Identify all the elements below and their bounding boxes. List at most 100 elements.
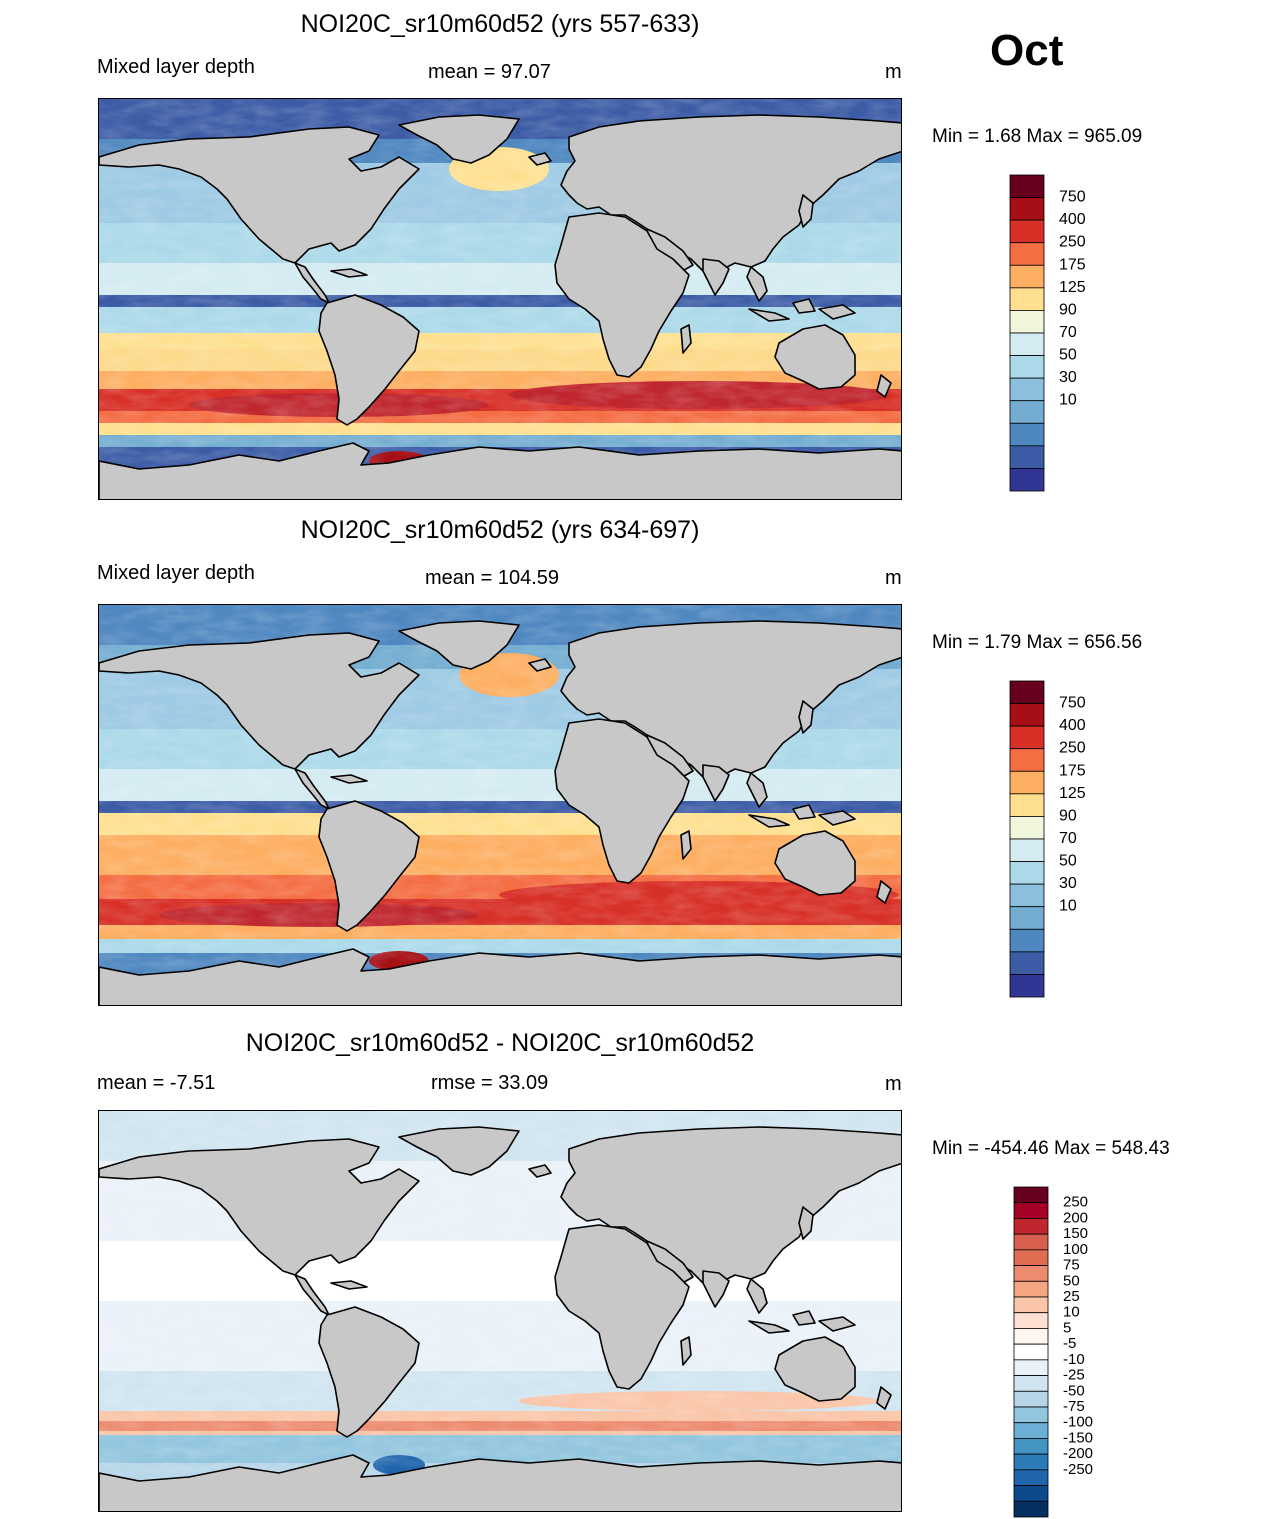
- panel-2-colorbar-swatch: [1009, 883, 1045, 908]
- panel-3-title: NOI20C_sr10m60d52 - NOI20C_sr10m60d52: [245, 1029, 755, 1057]
- panel-3-colorbar-tick-label: -150: [1063, 1429, 1093, 1446]
- panel-1-colorbar-swatch: [1009, 468, 1045, 492]
- panel-2-colorbar-swatch: [1009, 770, 1045, 795]
- panel-1-colorbar-swatch: [1009, 242, 1045, 266]
- panel-1-variable-label: Mixed layer depth: [97, 56, 255, 78]
- panel-3-colorbar-swatch: [1013, 1280, 1049, 1298]
- panel-3-colorbar-tick-label: 250: [1063, 1194, 1088, 1211]
- panel-3-colorbar-tick-label: 10: [1063, 1304, 1080, 1321]
- panel-2-colorbar-swatch: [1009, 928, 1045, 953]
- panel-1-units-label: m: [885, 61, 902, 83]
- month-label: Oct: [990, 26, 1064, 75]
- panel-2-map: [98, 604, 902, 1006]
- panel-1-colorbar: 750 400 250 175 125 90 70 50 30 10: [1009, 174, 1150, 495]
- panel-3-colorbar-tick-label: 5: [1063, 1319, 1071, 1336]
- panel-3-colorbar-tick-label: -10: [1063, 1351, 1085, 1368]
- panel-3-colorbar: 250 200 150 100 75 50 25 10 5 -5 -10 -25 -50 -75 -100-…: [1013, 1186, 1154, 1518]
- panel-3-colorbar-swatch: [1013, 1406, 1049, 1424]
- panel-3-colorbar-tick-label: -100: [1063, 1414, 1093, 1431]
- panel-2-colorbar-tick-label: 400: [1059, 717, 1086, 734]
- panel-2-minmax: Min = 1.79 Max = 656.56: [932, 632, 1143, 653]
- panel-3-colorbar-tick-label: 50: [1063, 1272, 1080, 1289]
- panel-3-colorbar-swatch: [1013, 1453, 1049, 1471]
- panel-3-colorbar-tick-label: -25: [1063, 1367, 1085, 1384]
- panel-2-title: NOI20C_sr10m60d52 (yrs 634-697): [300, 516, 700, 544]
- panel-1-mean-label: mean = 97.07: [428, 61, 551, 83]
- panel-3-colorbar-swatch: [1013, 1218, 1049, 1235]
- panel-1-colorbar-tick-label: 70: [1059, 324, 1077, 341]
- panel-2-colorbar-tick-label: 175: [1059, 762, 1086, 779]
- panel-2-colorbar-swatch: [1009, 906, 1045, 930]
- panel-1-colorbar-svg: 750 400 250 175 125 90 70 50 30 10: [1009, 174, 1086, 492]
- panel-1-minmax: Min = 1.68 Max = 965.09: [932, 126, 1143, 147]
- panel-3-colorbar-tick-label: 150: [1063, 1225, 1088, 1242]
- panel-1-colorbar-tick-label: 125: [1059, 279, 1086, 296]
- panel-2-colorbar-swatch: [1009, 838, 1045, 862]
- panel-3-colorbar-tick-label: -5: [1063, 1335, 1076, 1352]
- panel-2-colorbar-swatch: [1009, 703, 1045, 727]
- panel-2-colorbar-swatch: [1009, 680, 1045, 704]
- panel-3-colorbar-swatch: [1013, 1438, 1049, 1455]
- panel-1-colorbar-swatch: [1009, 310, 1045, 334]
- panel-3-colorbar-svg: 250200150100755025105-5-10-25-50-75-100-…: [1013, 1186, 1093, 1518]
- panel-2-colorbar-tick-label: 50: [1059, 853, 1077, 870]
- panel-3-colorbar-swatch: [1013, 1202, 1049, 1219]
- panel-2-colorbar-tick-label: 10: [1059, 898, 1077, 915]
- panel-1-colorbar-swatch: [1009, 355, 1045, 379]
- panel-2-colorbar-swatch: [1009, 725, 1045, 750]
- panel-3-units-label: m: [885, 1073, 902, 1095]
- panel-2-variable-label: Mixed layer depth: [97, 562, 255, 584]
- panel-3-colorbar-tick-label: -200: [1063, 1445, 1093, 1462]
- panel-3-colorbar-swatch: [1013, 1375, 1049, 1392]
- panel-2-colorbar-swatch: [1009, 951, 1045, 975]
- panel-3-mean-label: mean = -7.51: [97, 1072, 216, 1094]
- panel-1-colorbar-tick-label: 90: [1059, 301, 1077, 318]
- panel-1-colorbar-swatch: [1009, 445, 1045, 469]
- panel-2-colorbar-tick-label: 70: [1059, 830, 1077, 847]
- panel-3-map-svg: [99, 1111, 902, 1512]
- panel-1-colorbar-swatch: [1009, 264, 1045, 289]
- panel-1-colorbar-swatch: [1009, 219, 1045, 244]
- panel-2-units-label: m: [885, 567, 902, 589]
- panel-2-colorbar-swatch: [1009, 816, 1045, 840]
- panel-1-colorbar-swatch: [1009, 332, 1045, 356]
- panel-1-colorbar-swatch: [1009, 400, 1045, 424]
- panel-1-title: NOI20C_sr10m60d52 (yrs 557-633): [300, 10, 700, 38]
- panel-3-rmse-label: rmse = 33.09: [431, 1072, 549, 1094]
- panel-2-colorbar-tick-label: 750: [1059, 695, 1086, 712]
- panel-3-colorbar-swatch: [1013, 1422, 1049, 1439]
- panel-2-colorbar-swatch: [1009, 748, 1045, 772]
- panel-3-colorbar-swatch: [1013, 1500, 1049, 1518]
- panel-1-colorbar-tick-label: 750: [1059, 189, 1086, 206]
- panel-3-colorbar-tick-label: 25: [1063, 1288, 1080, 1305]
- panel-1-colorbar-tick-label: 400: [1059, 211, 1086, 228]
- panel-2-colorbar-tick-label: 250: [1059, 740, 1086, 757]
- panel-3-colorbar-swatch: [1013, 1186, 1049, 1204]
- panel-1-colorbar-swatch: [1009, 422, 1045, 447]
- panel-3-colorbar-swatch: [1013, 1296, 1049, 1314]
- panel-2-colorbar-swatch: [1009, 793, 1045, 817]
- panel-1-colorbar-swatch: [1009, 287, 1045, 311]
- panel-3-colorbar-swatch: [1013, 1265, 1049, 1282]
- panel-3-minmax: Min = -454.46 Max = 548.43: [932, 1138, 1170, 1159]
- panel-2-colorbar-swatch: [1009, 974, 1045, 998]
- panel-2-map-svg: [99, 605, 902, 1006]
- panel-3-colorbar-swatch: [1013, 1249, 1049, 1266]
- panel-3-colorbar-swatch: [1013, 1343, 1049, 1361]
- panel-1-colorbar-tick-label: 175: [1059, 256, 1086, 273]
- panel-3-colorbar-swatch: [1013, 1233, 1049, 1251]
- panel-2-colorbar-tick-label: 30: [1059, 875, 1077, 892]
- panel-1-map: [98, 98, 902, 500]
- panel-2-colorbar: 750 400 250 175 125 90 70 50 30 10: [1009, 680, 1150, 1001]
- panel-3-colorbar-swatch: [1013, 1312, 1049, 1329]
- panel-2-colorbar-svg: 750 400 250 175 125 90 70 50 30 10: [1009, 680, 1086, 998]
- panel-2-colorbar-swatch: [1009, 861, 1045, 885]
- panel-3-colorbar-tick-label: 100: [1063, 1241, 1088, 1258]
- panel-2-mean-label: mean = 104.59: [425, 567, 559, 589]
- panel-3-colorbar-tick-label: -250: [1063, 1461, 1093, 1478]
- panel-3-map: [98, 1110, 902, 1512]
- panel-3-colorbar-swatch: [1013, 1485, 1049, 1502]
- panel-3-colorbar-tick-label: 200: [1063, 1209, 1088, 1226]
- panel-3-colorbar-tick-label: -75: [1063, 1398, 1085, 1415]
- panel-3-colorbar-swatch: [1013, 1359, 1049, 1376]
